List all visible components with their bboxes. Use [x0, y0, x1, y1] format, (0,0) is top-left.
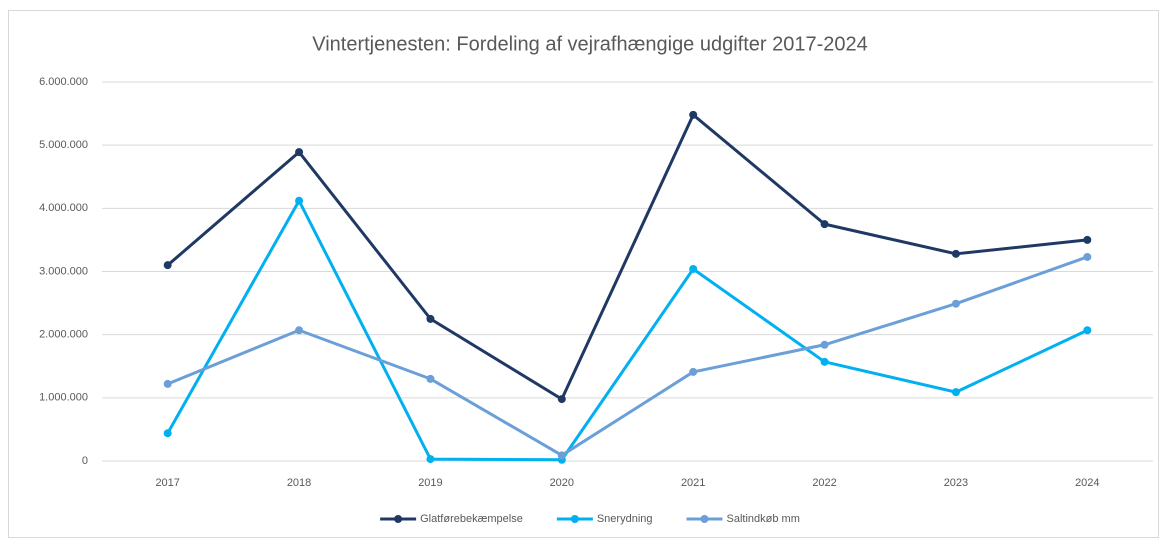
- legend-marker: [570, 515, 579, 523]
- legend-marker: [700, 515, 709, 523]
- point: [951, 299, 960, 308]
- point: [689, 264, 698, 273]
- point: [426, 314, 435, 323]
- x-tick-label: 2024: [1075, 477, 1099, 489]
- y-tick-label: 1.000.000: [39, 392, 88, 404]
- y-tick-label: 3.000.000: [39, 265, 88, 277]
- x-tick-label: 2020: [550, 477, 574, 489]
- x-tick-label: 2018: [287, 477, 311, 489]
- x-tick-label: 2022: [812, 477, 836, 489]
- legend-label: Glatførebekæmpelse: [420, 513, 523, 525]
- point: [951, 249, 960, 258]
- series-line: [166, 199, 1088, 462]
- point: [1083, 235, 1092, 244]
- point: [1083, 326, 1092, 335]
- point: [689, 367, 698, 376]
- point: [295, 326, 304, 335]
- legend-item: Glatførebekæmpelse: [380, 513, 523, 525]
- point: [163, 429, 172, 438]
- x-tick-label: 2019: [418, 477, 442, 489]
- point: [163, 261, 172, 270]
- y-tick-label: 4.000.000: [39, 202, 88, 214]
- point: [557, 395, 566, 404]
- point: [557, 451, 566, 460]
- point: [295, 148, 304, 157]
- legend-label: Snerydning: [597, 513, 653, 525]
- point: [1083, 252, 1092, 261]
- chart-frame: [8, 10, 1159, 538]
- chart-title: Vintertjenesten: Fordeling af vejrafhæng…: [312, 33, 868, 55]
- legend-marker: [394, 515, 403, 523]
- point: [163, 379, 172, 388]
- point: [820, 357, 829, 366]
- y-tick-label: 6.000.000: [39, 76, 88, 88]
- legend-item: Saltindkøb mm: [686, 513, 800, 525]
- series-line: [167, 255, 1088, 457]
- point: [689, 110, 698, 119]
- point: [426, 374, 435, 383]
- x-tick-label: 2021: [681, 477, 705, 489]
- x-tick-label: 2017: [155, 477, 179, 489]
- point: [951, 388, 960, 397]
- y-tick-label: 5.000.000: [39, 139, 88, 151]
- series-line: [166, 113, 1088, 401]
- legend-label: Saltindkøb mm: [727, 513, 800, 525]
- point: [295, 196, 304, 205]
- legend-item: Snerydning: [556, 513, 653, 525]
- y-tick-label: 0: [82, 455, 88, 467]
- y-tick-label: 2.000.000: [39, 329, 88, 341]
- point: [426, 455, 435, 464]
- point: [820, 220, 829, 229]
- point: [820, 340, 829, 349]
- x-tick-label: 2023: [944, 477, 968, 489]
